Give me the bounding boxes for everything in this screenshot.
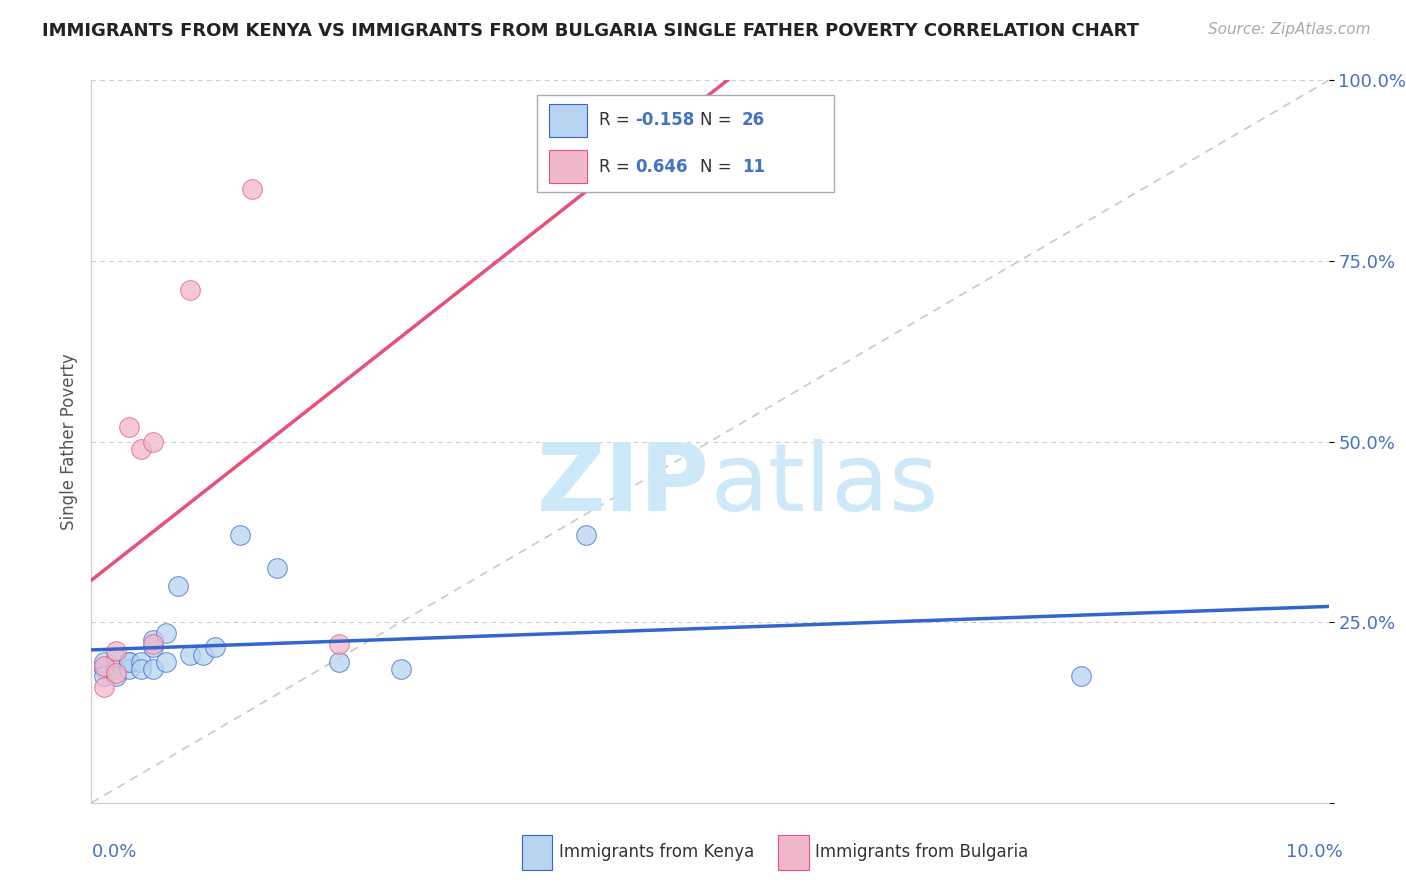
Point	[93, 669, 115, 683]
Point	[105, 651, 128, 665]
Point	[240, 182, 263, 196]
Point	[179, 283, 201, 297]
Text: ZIP: ZIP	[537, 439, 710, 531]
Point	[93, 655, 115, 669]
Point	[328, 637, 350, 651]
Point	[266, 561, 288, 575]
FancyBboxPatch shape	[522, 835, 553, 870]
Point	[105, 665, 128, 680]
Text: Source: ZipAtlas.com: Source: ZipAtlas.com	[1208, 22, 1371, 37]
Point	[191, 648, 214, 662]
Point	[117, 420, 139, 434]
Point	[129, 662, 152, 676]
Text: Immigrants from Bulgaria: Immigrants from Bulgaria	[815, 843, 1029, 861]
Point	[117, 655, 139, 669]
Point	[129, 655, 152, 669]
Point	[142, 640, 165, 655]
Point	[105, 644, 128, 658]
Text: 0.0%: 0.0%	[91, 843, 136, 861]
Text: IMMIGRANTS FROM KENYA VS IMMIGRANTS FROM BULGARIA SINGLE FATHER POVERTY CORRELAT: IMMIGRANTS FROM KENYA VS IMMIGRANTS FROM…	[42, 22, 1139, 40]
Y-axis label: Single Father Poverty: Single Father Poverty	[59, 353, 77, 530]
Point	[204, 640, 226, 655]
Point	[155, 626, 177, 640]
Point	[155, 655, 177, 669]
Point	[167, 579, 190, 593]
Point	[117, 662, 139, 676]
Point	[389, 662, 412, 676]
Point	[328, 655, 350, 669]
Point	[93, 680, 115, 694]
Point	[105, 662, 128, 676]
Point	[105, 669, 128, 683]
Text: 10.0%: 10.0%	[1286, 843, 1343, 861]
Point	[179, 648, 201, 662]
Point	[142, 637, 165, 651]
Point	[142, 633, 165, 648]
Text: Immigrants from Kenya: Immigrants from Kenya	[560, 843, 754, 861]
Point	[142, 662, 165, 676]
Point	[93, 658, 115, 673]
FancyBboxPatch shape	[779, 835, 808, 870]
Point	[93, 662, 115, 676]
Point	[575, 528, 598, 542]
Point	[229, 528, 252, 542]
Point	[142, 434, 165, 449]
Point	[129, 442, 152, 456]
Text: atlas: atlas	[710, 439, 938, 531]
Point	[1070, 669, 1092, 683]
Point	[117, 655, 139, 669]
